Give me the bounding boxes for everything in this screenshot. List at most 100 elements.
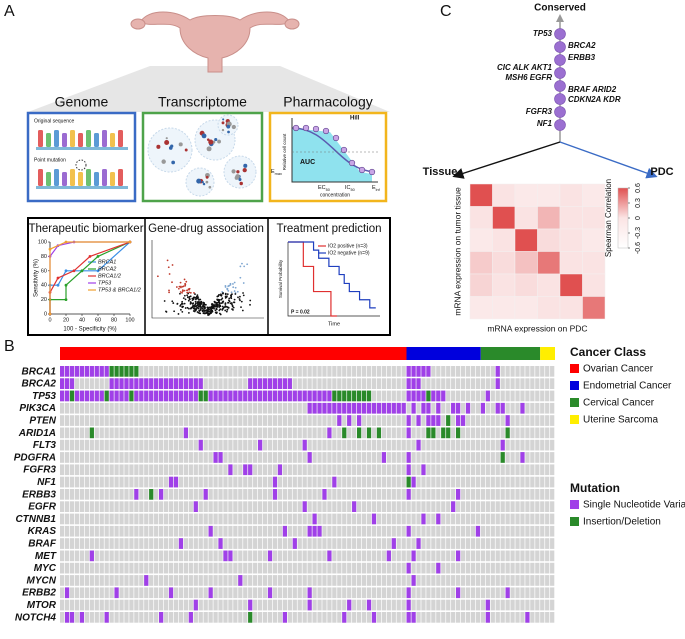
empty-cell bbox=[159, 402, 164, 414]
empty-cell bbox=[386, 562, 391, 574]
empty-cell bbox=[465, 550, 471, 562]
empty-cell bbox=[446, 599, 451, 611]
empty-cell bbox=[163, 538, 169, 549]
empty-cell bbox=[312, 439, 317, 451]
empty-cell bbox=[183, 415, 188, 426]
empty-cell bbox=[114, 599, 119, 611]
empty-cell bbox=[322, 415, 327, 426]
empty-cell bbox=[307, 538, 312, 549]
empty-cell bbox=[465, 501, 471, 512]
empty-cell bbox=[406, 501, 411, 512]
empty-cell bbox=[342, 476, 347, 488]
empty-cell bbox=[154, 525, 159, 537]
network-node bbox=[221, 121, 225, 125]
empty-cell bbox=[218, 612, 223, 623]
empty-cell bbox=[193, 489, 198, 500]
empty-cell bbox=[302, 402, 307, 414]
empty-cell bbox=[322, 427, 327, 439]
empty-cell bbox=[470, 390, 476, 402]
empty-cell bbox=[213, 513, 218, 525]
empty-cell bbox=[183, 366, 188, 377]
empty-cell bbox=[386, 489, 391, 500]
empty-cell bbox=[292, 439, 297, 451]
empty-cell bbox=[490, 587, 495, 599]
empty-cell bbox=[109, 489, 114, 500]
empty-cell bbox=[173, 489, 179, 500]
empty-cell bbox=[352, 476, 357, 488]
empty-cell bbox=[262, 464, 268, 476]
empty-cell bbox=[530, 402, 535, 414]
legend-label: Ovarian Cancer bbox=[583, 364, 654, 375]
empty-cell bbox=[139, 452, 144, 463]
empty-cell bbox=[480, 575, 485, 586]
empty-cell bbox=[124, 439, 129, 451]
volcano-dot bbox=[190, 306, 193, 309]
empty-cell bbox=[159, 525, 164, 537]
empty-cell bbox=[144, 402, 149, 414]
mutation-cell bbox=[386, 402, 391, 414]
mutation-cell bbox=[327, 390, 332, 402]
empty-cell bbox=[441, 476, 446, 488]
empty-cell bbox=[352, 452, 357, 463]
empty-cell bbox=[277, 415, 283, 426]
dose-point bbox=[302, 124, 310, 132]
empty-cell bbox=[460, 402, 466, 414]
mutation-cell bbox=[456, 415, 461, 426]
empty-cell bbox=[69, 476, 75, 488]
mutation-cell bbox=[411, 476, 416, 488]
empty-cell bbox=[178, 562, 184, 574]
volcano-dot bbox=[168, 273, 171, 275]
empty-cell bbox=[139, 550, 144, 562]
mutation-cell bbox=[411, 402, 416, 414]
empty-cell bbox=[465, 452, 471, 463]
empty-cell bbox=[475, 550, 481, 562]
empty-cell bbox=[446, 390, 451, 402]
empty-cell bbox=[139, 501, 144, 512]
empty-cell bbox=[238, 562, 243, 574]
empty-cell bbox=[208, 599, 213, 611]
empty-cell bbox=[198, 452, 203, 463]
empty-cell bbox=[391, 562, 396, 574]
volcano-dot bbox=[183, 289, 186, 292]
cancer-class-bar bbox=[480, 347, 541, 360]
empty-cell bbox=[272, 415, 278, 426]
empty-cell bbox=[545, 538, 550, 549]
empty-cell bbox=[193, 575, 198, 586]
empty-cell bbox=[456, 366, 461, 377]
volcano-dot bbox=[209, 311, 212, 313]
empty-cell bbox=[530, 439, 535, 451]
mutation-cell bbox=[203, 489, 208, 500]
empty-cell bbox=[79, 439, 85, 451]
dna-base bbox=[94, 172, 99, 186]
mutation-cell bbox=[208, 390, 213, 402]
empty-cell bbox=[441, 452, 446, 463]
empty-cell bbox=[119, 464, 124, 476]
heatmap-cell bbox=[492, 183, 516, 207]
empty-cell bbox=[505, 575, 510, 586]
empty-cell bbox=[213, 562, 218, 574]
mutation-cell bbox=[456, 489, 461, 500]
empty-cell bbox=[510, 476, 515, 488]
mutation-cell bbox=[94, 390, 99, 402]
label-sub: 50 bbox=[351, 188, 355, 192]
volcano-dot bbox=[233, 290, 236, 292]
empty-cell bbox=[347, 476, 352, 488]
empty-cell bbox=[470, 612, 476, 623]
empty-cell bbox=[94, 538, 99, 549]
volcano-dot bbox=[242, 282, 245, 284]
empty-cell bbox=[193, 587, 198, 599]
volcano-dot bbox=[230, 302, 233, 304]
empty-cell bbox=[104, 439, 109, 451]
empty-cell bbox=[391, 525, 396, 537]
volcano-dot bbox=[221, 305, 224, 308]
empty-cell bbox=[60, 575, 65, 586]
empty-cell bbox=[188, 599, 193, 611]
empty-cell bbox=[510, 550, 515, 562]
mutation-cell bbox=[119, 378, 124, 389]
empty-cell bbox=[109, 525, 114, 537]
empty-cell bbox=[198, 513, 203, 525]
empty-cell bbox=[550, 525, 555, 537]
empty-cell bbox=[485, 439, 490, 451]
empty-cell bbox=[540, 378, 545, 389]
empty-cell bbox=[436, 550, 441, 562]
